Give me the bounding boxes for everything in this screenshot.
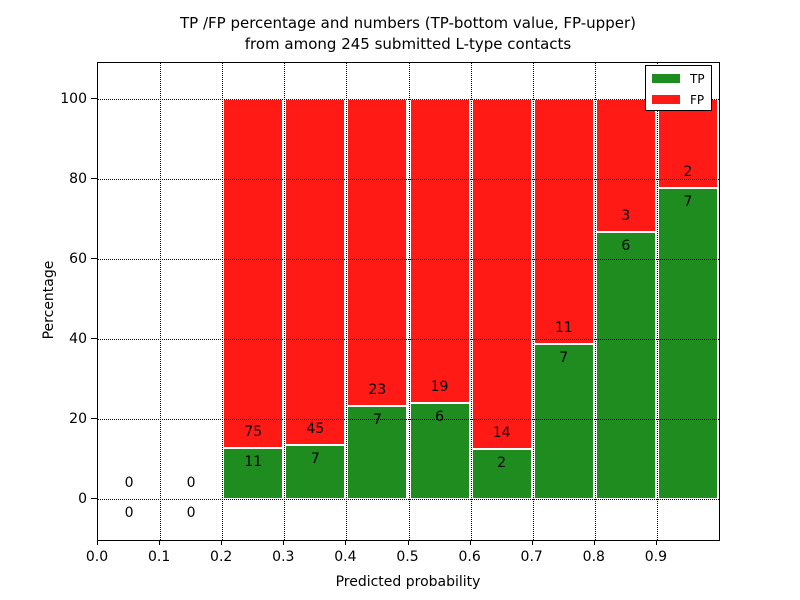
- x-axis-tick: [159, 540, 161, 545]
- x-axis-tick: [469, 540, 471, 545]
- y-axis-tick: [91, 418, 97, 420]
- y-axis-tick: [91, 98, 97, 99]
- x-tick-label: 0.4: [334, 549, 357, 565]
- x-axis-tick: [345, 540, 347, 545]
- fp-count-label: 19: [430, 379, 449, 396]
- tp-bar-segment: [533, 343, 594, 500]
- y-tick-label: 100: [60, 91, 87, 107]
- y-tick-label: 20: [69, 411, 87, 428]
- x-axis-tick: [531, 540, 533, 545]
- fp-bar-segment: [347, 99, 408, 406]
- x-tick-label: 0.6: [458, 549, 481, 565]
- tp-count-label: 0: [124, 505, 134, 522]
- x-tick-label: 0.8: [582, 549, 605, 565]
- x-tick-label: 0.5: [396, 549, 419, 565]
- chart-title-line2: from among 245 submitted L-type contacts: [244, 35, 572, 53]
- x-tick-label: 0.7: [520, 549, 543, 565]
- tp-count-label: 7: [372, 411, 382, 428]
- y-tick-label: 0: [78, 491, 87, 508]
- tp-bar-segment: [223, 447, 284, 500]
- x-axis-label: Predicted probability: [335, 574, 481, 590]
- tp-count-label: 6: [621, 238, 631, 255]
- x-axis-tick: [221, 540, 223, 545]
- legend-label-tp: TP: [690, 71, 705, 86]
- vertical-gridline: [656, 63, 658, 540]
- tp-bar-segment: [285, 445, 346, 500]
- y-tick-label: 80: [69, 171, 87, 188]
- tp-count-label: 7: [310, 451, 320, 468]
- fp-count-label: 0: [124, 475, 134, 492]
- y-tick-label: 40: [69, 331, 87, 348]
- fp-bar-segment: [285, 99, 346, 446]
- x-tick-label: 0.0: [85, 549, 109, 565]
- vertical-gridline: [470, 63, 472, 540]
- tp-count-label: 11: [244, 453, 263, 470]
- y-axis-tick: [91, 178, 97, 180]
- tp-bar-segment: [347, 405, 408, 500]
- fp-bar-segment: [657, 99, 718, 188]
- fp-count-label: 3: [621, 208, 631, 225]
- x-tick-label: 0.9: [644, 549, 668, 565]
- chart-title-line1: TP /FP percentage and numbers (TP-bottom…: [180, 14, 636, 32]
- x-tick-label: 0.2: [210, 549, 233, 565]
- y-axis-tick: [91, 498, 97, 500]
- y-axis-tick: [91, 338, 97, 340]
- x-axis-tick: [283, 540, 285, 545]
- fp-count-label: 75: [244, 423, 263, 440]
- x-axis-tick: [97, 540, 98, 545]
- legend-label-fp: FP: [690, 92, 705, 107]
- plot-area: 0 0 0 0 75 11 45 7 23 7 19 6 14 2 11 7 3 6 2 7: [97, 62, 720, 541]
- fp-count-label: 14: [492, 425, 511, 442]
- legend-entry-fp: FP: [652, 91, 711, 108]
- y-axis-label: Percentage: [41, 260, 57, 340]
- vertical-gridline: [284, 63, 286, 540]
- vertical-gridline: [408, 63, 410, 540]
- fp-bar-segment: [223, 99, 284, 448]
- chart-title: TP /FP percentage and numbers (TP-bottom…: [0, 13, 800, 55]
- tp-count-label: 0: [186, 505, 196, 522]
- x-axis-tick: [593, 540, 595, 545]
- fp-bar-segment: [533, 99, 594, 344]
- tp-color-swatch: [652, 74, 680, 83]
- fp-count-label: 0: [186, 475, 196, 492]
- vertical-gridline: [222, 63, 224, 540]
- x-tick-label: 0.3: [272, 549, 295, 565]
- fp-count-label: 11: [554, 319, 573, 336]
- vertical-gridline: [160, 63, 162, 540]
- vertical-gridline: [532, 63, 534, 540]
- fp-bar-segment: [471, 99, 532, 450]
- fp-count-label: 23: [368, 381, 387, 398]
- tp-count-label: 6: [435, 409, 445, 426]
- tp-bar-segment: [595, 232, 656, 500]
- tp-bar-segment: [657, 187, 718, 500]
- x-axis-tick: [407, 540, 409, 545]
- legend: TP FP: [645, 65, 712, 111]
- legend-entry-tp: TP: [652, 70, 711, 87]
- tp-count-label: 7: [683, 193, 693, 210]
- fp-bar-segment: [409, 99, 470, 404]
- tp-count-label: 2: [497, 455, 507, 472]
- y-axis-tick: [91, 258, 97, 260]
- tp-count-label: 7: [559, 349, 569, 366]
- fp-bar-segment: [595, 99, 656, 233]
- vertical-gridline: [594, 63, 596, 540]
- x-tick-label: 0.1: [147, 549, 171, 565]
- vertical-gridline: [346, 63, 348, 540]
- fp-color-swatch: [652, 95, 680, 104]
- fp-count-label: 2: [683, 163, 693, 180]
- y-tick-label: 60: [69, 251, 87, 268]
- tp-bar-segment: [471, 449, 532, 500]
- fp-count-label: 45: [306, 421, 325, 438]
- x-axis-tick: [655, 540, 657, 545]
